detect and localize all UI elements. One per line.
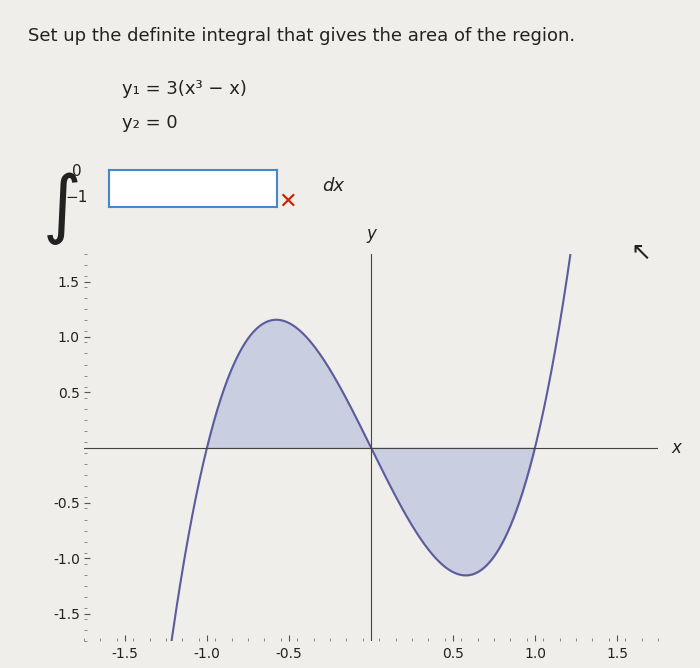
Text: x: x (671, 439, 681, 456)
Text: $\int$: $\int$ (42, 170, 78, 247)
Text: Set up the definite integral that gives the area of the region.: Set up the definite integral that gives … (28, 27, 575, 45)
Text: −1: −1 (65, 190, 88, 205)
Text: ↖: ↖ (630, 240, 651, 265)
Text: y₂ = 0: y₂ = 0 (122, 114, 178, 132)
Text: 0: 0 (72, 164, 82, 178)
Text: dx: dx (322, 177, 344, 195)
Text: y: y (366, 224, 376, 242)
Text: y₁ = 3(x³ − x): y₁ = 3(x³ − x) (122, 80, 247, 98)
Text: ✕: ✕ (278, 192, 297, 212)
